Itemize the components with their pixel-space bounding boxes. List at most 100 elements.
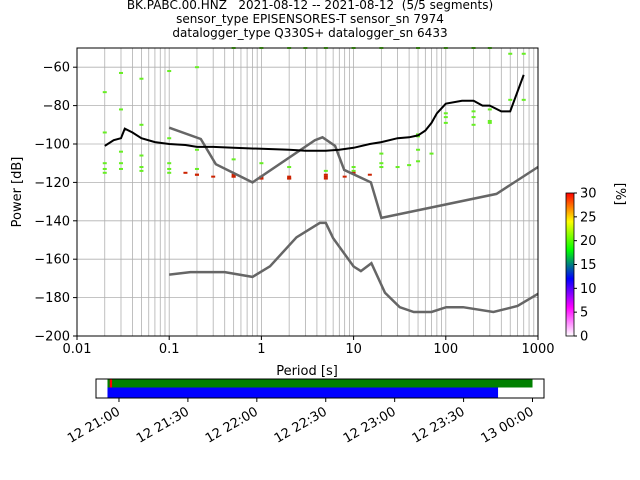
psd-point: [118, 108, 123, 111]
y-tick-label: −100: [34, 138, 70, 153]
y-tick-label: −60: [43, 61, 70, 76]
y-tick-label: −200: [34, 330, 70, 345]
psd-point: [139, 166, 144, 169]
x-tick-label: 10: [345, 342, 362, 357]
timeline-tick-label: 12 21:30: [134, 404, 192, 446]
psd-point: [287, 166, 292, 169]
psd-point: [194, 148, 199, 151]
psd-point: [139, 77, 144, 80]
psd-point: [416, 160, 421, 163]
psd-point: [487, 119, 492, 122]
colorbar-fill: [565, 192, 575, 337]
psd-point: [323, 169, 328, 172]
x-axis: 0.01 0.1 1 10 100 1000: [63, 336, 555, 357]
psd-point: [487, 121, 492, 124]
noise-model-high: [168, 126, 539, 220]
title-line-2: sensor_type EPISENSORES-T sensor_sn 7974: [176, 12, 444, 26]
y-tick-label: −80: [43, 99, 70, 114]
psd-point: [231, 173, 236, 176]
x-tick-label: 1: [257, 342, 265, 357]
psd-point: [139, 123, 144, 126]
psd-point: [167, 171, 172, 174]
psd-point: [194, 66, 199, 69]
psd-point: [323, 173, 328, 176]
timeline-tick-label: 12 22:30: [272, 404, 330, 446]
psd-point: [118, 71, 123, 74]
psd-point: [323, 177, 328, 180]
title-line-1: BK.PABC.00.HNZ 2021-08-12 -- 2021-08-12 …: [126, 0, 494, 12]
timeline-bar: [107, 379, 533, 388]
psd-point: [521, 98, 526, 101]
psd-point: [471, 116, 476, 119]
psd-point: [194, 173, 199, 176]
psd-point: [167, 137, 172, 140]
psd-point: [416, 148, 421, 151]
psd-point: [118, 162, 123, 165]
psd-point: [102, 131, 107, 134]
noise-models: [168, 126, 539, 314]
psd-point: [259, 162, 264, 165]
psd-point: [183, 171, 188, 174]
y-axis-label: Power [dB]: [10, 157, 25, 228]
psd-point: [342, 175, 347, 178]
y-tick-label: −140: [34, 214, 70, 229]
colorbar-tick-label: 25: [580, 210, 597, 225]
x-tick-label: 0.01: [63, 342, 92, 357]
y-tick-label: −180: [34, 291, 70, 306]
mode-line-path: [104, 74, 525, 152]
psd-point: [259, 177, 264, 180]
x-axis-label: Period [s]: [276, 364, 338, 379]
colorbar-tick-label: 15: [580, 258, 597, 273]
psd-point: [471, 110, 476, 113]
psd-point: [139, 169, 144, 172]
timeline-tick-label: 12 23:30: [410, 404, 468, 446]
grid: [76, 48, 538, 337]
timeline-tick-label: 13 00:00: [479, 404, 537, 446]
timeline: 12 21:00 12 21:30 12 22:00 12 22:30 12 23:00…: [65, 378, 545, 447]
colorbar-tick-label: 0: [580, 330, 588, 345]
psd-point: [167, 70, 172, 73]
psd-point: [443, 116, 448, 119]
x-tick-label: 100: [433, 342, 458, 357]
psd-point: [167, 167, 172, 170]
psd-point: [395, 166, 400, 169]
plot-frame: [76, 47, 539, 337]
psd-point: [102, 162, 107, 165]
psd-point: [429, 152, 434, 155]
psd-point: [167, 162, 172, 165]
timeline-bar: [107, 387, 499, 398]
psd-point: [118, 150, 123, 153]
colorbar: 0 5 10 15 20 25 30: [565, 187, 597, 345]
psd-point: [407, 164, 412, 167]
x-tick-label: 0.1: [159, 342, 180, 357]
psd-point: [443, 121, 448, 124]
psd-point: [379, 152, 384, 155]
y-tick-label: −120: [34, 176, 70, 191]
psd-point: [521, 52, 526, 55]
y-axis: −200 −180 −160 −140 −120 −100 −80 −60: [34, 61, 77, 345]
psd-point: [231, 158, 236, 161]
psd-point: [471, 123, 476, 126]
psd-point: [139, 154, 144, 157]
psd-point: [351, 166, 356, 169]
psd-point: [231, 175, 236, 178]
psd-point: [367, 173, 372, 176]
psd-point: [102, 167, 107, 170]
timeline-tick-label: 12 23:00: [341, 404, 399, 446]
mode-line: [104, 74, 525, 152]
psd-point: [508, 52, 513, 55]
psd-point: [443, 112, 448, 115]
colorbar-tick-label: 5: [580, 306, 588, 321]
colorbar-tick-label: 30: [580, 187, 597, 202]
psd-point: [102, 171, 107, 174]
psd-point: [118, 167, 123, 170]
psd-point: [508, 98, 513, 101]
colorbar-tick-label: 20: [580, 234, 597, 249]
psd-point: [194, 167, 199, 170]
psd-point: [487, 108, 492, 111]
psd-point: [102, 91, 107, 94]
psd-point: [351, 169, 356, 172]
psd-point: [379, 166, 384, 169]
colorbar-label: [%]: [612, 183, 627, 206]
psd-point: [351, 171, 356, 174]
